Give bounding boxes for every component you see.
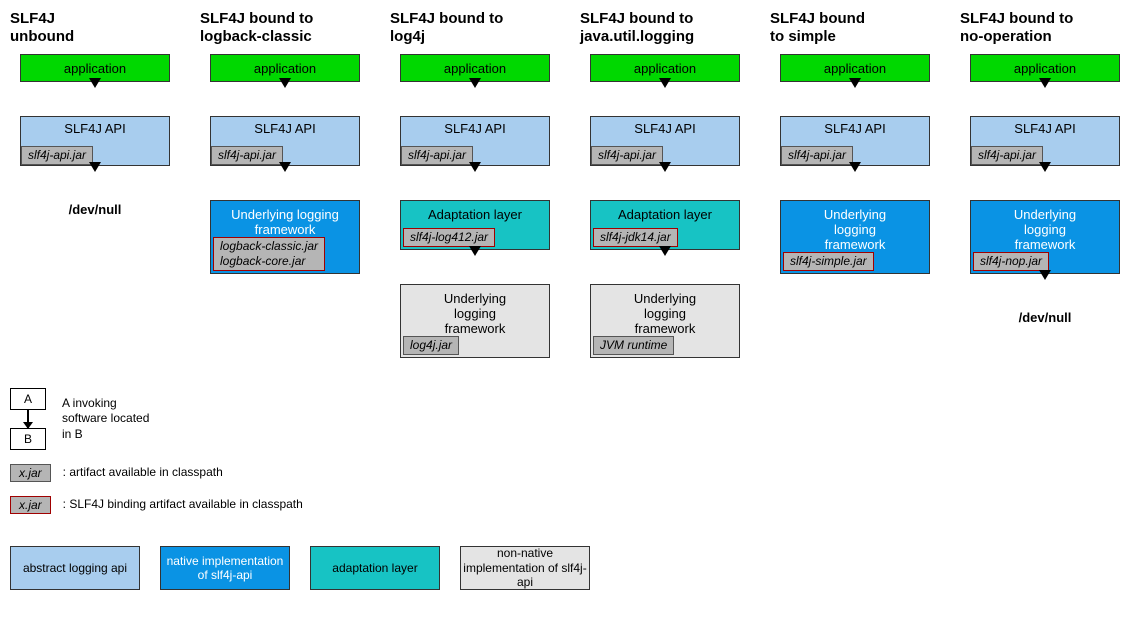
jar-tag: JVM runtime bbox=[593, 336, 674, 355]
box-label: Adaptation layer bbox=[424, 207, 526, 222]
legend-binding-text: : SLF4J binding artifact available in cl… bbox=[63, 497, 303, 513]
column-title: SLF4J bound to java.util.logging bbox=[580, 10, 694, 46]
binding-jar-tag: slf4j-log412.jar bbox=[403, 228, 495, 247]
legend: A B A invoking software located in B x.j… bbox=[10, 388, 1146, 590]
slf4j-api-box: SLF4J API slf4j-api.jar bbox=[210, 116, 360, 166]
legend-binding-sample: x.jar bbox=[10, 496, 51, 514]
slf4j-api-box: SLF4J API slf4j-api.jar bbox=[970, 116, 1120, 166]
legend-b-box: B bbox=[10, 428, 46, 450]
box-label: Underlying logging framework bbox=[440, 291, 510, 336]
diagram-column: SLF4J bound to log4j application SLF4J API… bbox=[390, 10, 560, 358]
jar-tag: slf4j-api.jar bbox=[781, 146, 853, 165]
box-label: Underlying logging framework bbox=[227, 207, 343, 237]
binding-jar-tag: logback-classic.jar logback-core.jar bbox=[213, 237, 325, 271]
native-impl-box: Underlying logging frameworklogback-clas… bbox=[210, 200, 360, 274]
box-label: application bbox=[440, 61, 510, 76]
diagram-column: SLF4J bound to logback-classic applicatio… bbox=[200, 10, 370, 274]
box-label: SLF4J API bbox=[440, 121, 509, 136]
legend-ab-arrow bbox=[27, 410, 29, 428]
devnull-label: /dev/null bbox=[1019, 310, 1072, 325]
box-label: Underlying logging framework bbox=[820, 207, 890, 252]
legend-a-box: A bbox=[10, 388, 46, 410]
binding-jar-tag: slf4j-nop.jar bbox=[973, 252, 1049, 271]
box-label: application bbox=[250, 61, 320, 76]
box-label: application bbox=[820, 61, 890, 76]
column-title: SLF4J bound to logback-classic bbox=[200, 10, 313, 46]
nonnative-impl-box: Underlying logging frameworkJVM runtime bbox=[590, 284, 740, 358]
adaptation-layer-box: Adaptation layer slf4j-log412.jar bbox=[400, 200, 550, 250]
box-label: SLF4J API bbox=[630, 121, 699, 136]
devnull-label: /dev/null bbox=[69, 202, 122, 217]
slf4j-api-box: SLF4J API slf4j-api.jar bbox=[400, 116, 550, 166]
palette: abstract logging api native implementati… bbox=[10, 546, 1146, 590]
box-label: application bbox=[60, 61, 130, 76]
legend-jar-sample: x.jar bbox=[10, 464, 51, 482]
slf4j-api-box: SLF4J API slf4j-api.jar bbox=[780, 116, 930, 166]
diagram-column: SLF4J bound to simple application SLF4J AP… bbox=[770, 10, 940, 274]
jar-tag: log4j.jar bbox=[403, 336, 459, 355]
diagram-columns: SLF4J unbound application SLF4J API slf4j-a… bbox=[10, 10, 1146, 358]
column-title: SLF4J bound to log4j bbox=[390, 10, 503, 46]
legend-jar-row: x.jar : artifact available in classpath bbox=[10, 464, 1146, 482]
native-impl-box: Underlying logging frameworkslf4j-simple… bbox=[780, 200, 930, 274]
box-label: Adaptation layer bbox=[614, 207, 716, 222]
box-label: application bbox=[1010, 61, 1080, 76]
nonnative-impl-box: Underlying logging frameworklog4j.jar bbox=[400, 284, 550, 358]
legend-binding-row: x.jar : SLF4J binding artifact available… bbox=[10, 496, 1146, 514]
swatch-native: native implementation of slf4j-api bbox=[160, 546, 290, 590]
binding-jar-tag: slf4j-simple.jar bbox=[783, 252, 874, 271]
column-title: SLF4J bound to no-operation bbox=[960, 10, 1073, 46]
box-label: SLF4J API bbox=[1010, 121, 1079, 136]
slf4j-api-box: SLF4J API slf4j-api.jar bbox=[20, 116, 170, 166]
jar-tag: slf4j-api.jar bbox=[401, 146, 473, 165]
swatch-nonnative: non-native implementation of slf4j-api bbox=[460, 546, 590, 590]
diagram-column: SLF4J bound to java.util.logging applicat… bbox=[580, 10, 750, 358]
slf4j-api-box: SLF4J API slf4j-api.jar bbox=[590, 116, 740, 166]
adaptation-layer-box: Adaptation layer slf4j-jdk14.jar bbox=[590, 200, 740, 250]
legend-jar-text: : artifact available in classpath bbox=[63, 465, 223, 481]
box-label: Underlying logging framework bbox=[630, 291, 700, 336]
column-title: SLF4J bound to simple bbox=[770, 10, 865, 46]
box-label: SLF4J API bbox=[820, 121, 889, 136]
binding-jar-tag: slf4j-jdk14.jar bbox=[593, 228, 678, 247]
box-label: SLF4J API bbox=[250, 121, 319, 136]
jar-tag: slf4j-api.jar bbox=[971, 146, 1043, 165]
swatch-api: abstract logging api bbox=[10, 546, 140, 590]
box-label: Underlying logging framework bbox=[1010, 207, 1080, 252]
native-impl-box: Underlying logging frameworkslf4j-nop.ja… bbox=[970, 200, 1120, 274]
jar-tag: slf4j-api.jar bbox=[21, 146, 93, 165]
diagram-column: SLF4J bound to no-operation application SL… bbox=[960, 10, 1130, 325]
legend-ab-row: A B A invoking software located in B bbox=[10, 388, 1146, 450]
jar-tag: slf4j-api.jar bbox=[211, 146, 283, 165]
box-label: SLF4J API bbox=[60, 121, 129, 136]
legend-ab-text: A invoking software located in B bbox=[62, 396, 149, 443]
column-title: SLF4J unbound bbox=[10, 10, 74, 46]
swatch-adapt: adaptation layer bbox=[310, 546, 440, 590]
jar-tag: slf4j-api.jar bbox=[591, 146, 663, 165]
legend-ab: A B bbox=[10, 388, 46, 450]
box-label: application bbox=[630, 61, 700, 76]
diagram-column: SLF4J unbound application SLF4J API slf4j-a… bbox=[10, 10, 180, 217]
